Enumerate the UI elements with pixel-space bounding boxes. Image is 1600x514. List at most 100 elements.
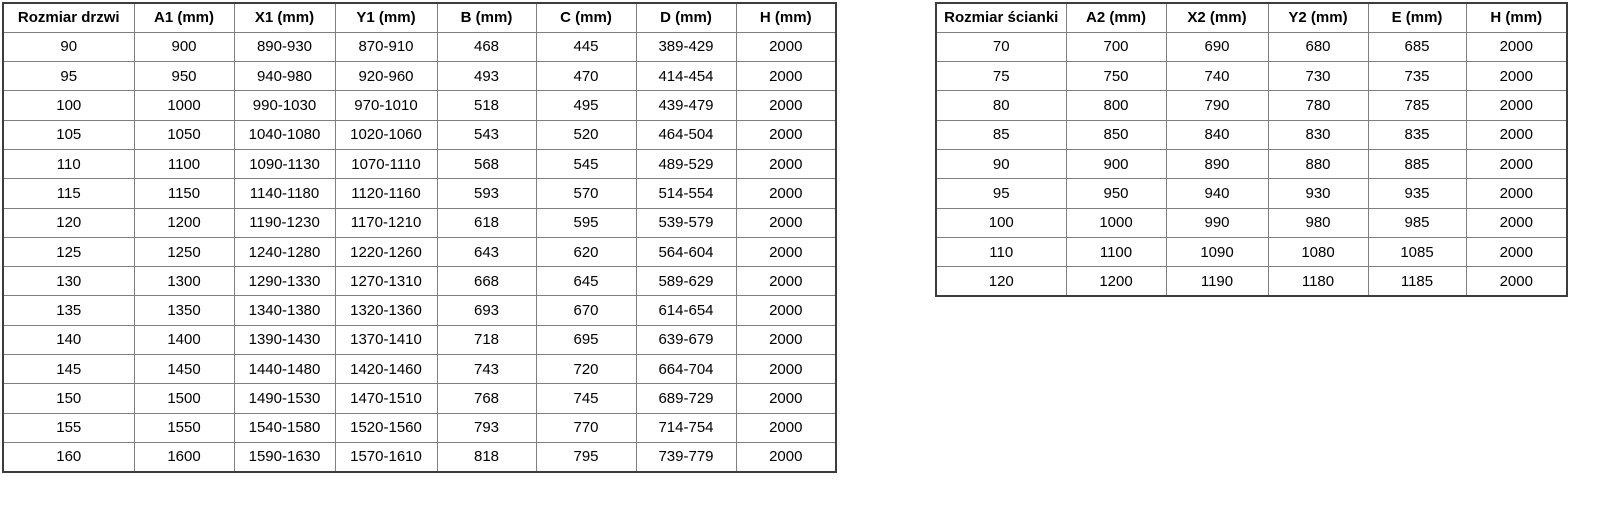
table-cell: 120 (935, 266, 1067, 297)
table-cell: 890 (1165, 148, 1269, 180)
column-header: B (mm) (436, 2, 537, 33)
table-cell: 668 (436, 266, 537, 297)
table-row: 70 700 690 680 685 2000 (935, 31, 1568, 63)
table-cell: 1540-1580 (233, 412, 336, 443)
table-cell: 870-910 (334, 31, 438, 63)
table-cell: 793 (436, 412, 537, 443)
table-row: 110 1100 1090-1130 1070-1110 568 545 489-529 20… (2, 148, 837, 180)
table-cell: 930 (1267, 178, 1369, 209)
table-cell: 643 (436, 236, 537, 268)
table-cell: 493 (436, 61, 537, 92)
table-cell: 2000 (735, 441, 837, 473)
table-cell: 785 (1367, 90, 1467, 121)
table-cell: 645 (535, 266, 637, 297)
table-cell: 150 (2, 383, 135, 414)
table-cell: 1320-1360 (334, 295, 438, 326)
table-cell: 900 (1065, 148, 1167, 180)
table-row: 125 1250 1240-1280 1220-1260 643 620 564-604 20… (2, 236, 837, 268)
table-row: 100 1000 990-1030 970-1010 518 495 439-479 2000 (2, 90, 837, 121)
table-cell: 2000 (735, 61, 837, 92)
table-row: 85 850 840 830 835 2000 (935, 119, 1568, 150)
table-cell: 720 (535, 354, 637, 385)
table-row: 115 1150 1140-1180 1120-1160 593 570 514-554 20… (2, 178, 837, 209)
table-cell: 564-604 (635, 236, 737, 268)
table-row: 120 1200 1190 1180 1185 2000 (935, 266, 1568, 297)
table-cell: 2000 (1465, 266, 1568, 297)
table-cell: 743 (436, 354, 537, 385)
table-cell: 830 (1267, 119, 1369, 150)
table-cell: 468 (436, 31, 537, 63)
table-cell: 1590-1630 (233, 441, 336, 473)
table-row: 135 1350 1340-1380 1320-1360 693 670 614-654 20… (2, 295, 837, 326)
table-row: 75 750 740 730 735 2000 (935, 61, 1568, 92)
column-header: H (mm) (735, 2, 837, 33)
table-cell: 800 (1065, 90, 1167, 121)
table-cell: 445 (535, 31, 637, 63)
table-row: 80 800 790 780 785 2000 (935, 90, 1568, 121)
table-cell: 850 (1065, 119, 1167, 150)
table-cell: 140 (2, 324, 135, 356)
table-cell: 130 (2, 266, 135, 297)
table-cell: 125 (2, 236, 135, 268)
table-cell: 639-679 (635, 324, 737, 356)
table-cell: 935 (1367, 178, 1467, 209)
table-cell: 1440-1480 (233, 354, 336, 385)
table-cell: 2000 (735, 354, 837, 385)
table-cell: 495 (535, 90, 637, 121)
table-cell: 1400 (133, 324, 235, 356)
table-cell: 1170-1210 (334, 207, 438, 238)
table-cell: 589-629 (635, 266, 737, 297)
table-cell: 2000 (1465, 119, 1568, 150)
table-cell: 1240-1280 (233, 236, 336, 268)
table-cell: 2000 (1465, 148, 1568, 180)
table-row: 140 1400 1390-1430 1370-1410 718 695 639-679 20… (2, 324, 837, 356)
table-row: 90 900 890-930 870-910 468 445 389-429 2000 (2, 31, 837, 63)
table-cell: 470 (535, 61, 637, 92)
table-cell: 2000 (735, 412, 837, 443)
table-cell: 718 (436, 324, 537, 356)
table-cell: 2000 (735, 383, 837, 414)
table-cell: 2000 (735, 178, 837, 209)
table-cell: 740 (1165, 61, 1269, 92)
table-cell: 950 (1065, 178, 1167, 209)
column-header: X1 (mm) (233, 2, 336, 33)
table-cell: 1000 (133, 90, 235, 121)
table-cell: 539-579 (635, 207, 737, 238)
table-cell: 90 (935, 148, 1067, 180)
table-row: 150 1500 1490-1530 1470-1510 768 745 689-729 20… (2, 383, 837, 414)
table-cell: 985 (1367, 207, 1467, 238)
table-cell: 2000 (735, 324, 837, 356)
table-cell: 595 (535, 207, 637, 238)
table-cell: 1190 (1165, 266, 1269, 297)
table-cell: 1120-1160 (334, 178, 438, 209)
table-cell: 2000 (1465, 178, 1568, 209)
table-cell: 664-704 (635, 354, 737, 385)
table-cell: 690 (1165, 31, 1269, 63)
table-cell: 95 (2, 61, 135, 92)
table-cell: 940-980 (233, 61, 336, 92)
table-cell: 940 (1165, 178, 1269, 209)
table-row: 100 1000 990 980 985 2000 (935, 207, 1568, 238)
table-cell: 545 (535, 148, 637, 180)
table-cell: 770 (535, 412, 637, 443)
header-row: Rozmiar ścianki A2 (mm) X2 (mm) Y2 (mm) E (m… (935, 2, 1568, 33)
table-cell: 1020-1060 (334, 119, 438, 150)
table-cell: 95 (935, 178, 1067, 209)
table-cell: 1340-1380 (233, 295, 336, 326)
table-cell: 2000 (735, 148, 837, 180)
table-cell: 1270-1310 (334, 266, 438, 297)
table-cell: 105 (2, 119, 135, 150)
table-cell: 950 (133, 61, 235, 92)
table-cell: 2000 (735, 119, 837, 150)
table-cell: 1550 (133, 412, 235, 443)
table-cell: 568 (436, 148, 537, 180)
table-cell: 620 (535, 236, 637, 268)
table-cell: 2000 (1465, 90, 1568, 121)
table-cell: 570 (535, 178, 637, 209)
table-cell: 110 (935, 236, 1067, 268)
table-cell: 790 (1165, 90, 1269, 121)
table-cell: 1100 (1065, 236, 1167, 268)
table-cell: 514-554 (635, 178, 737, 209)
table-cell: 1185 (1367, 266, 1467, 297)
